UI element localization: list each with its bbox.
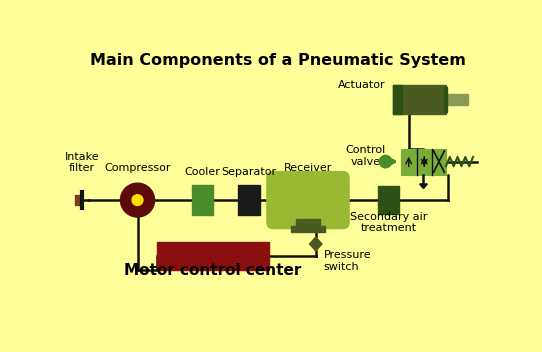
Bar bbox=[446, 94, 468, 105]
Circle shape bbox=[379, 156, 392, 168]
Text: Separator: Separator bbox=[222, 167, 276, 177]
Bar bbox=[75, 195, 82, 206]
Bar bbox=[378, 186, 399, 214]
Bar bbox=[444, 87, 447, 112]
Text: Actuator: Actuator bbox=[338, 80, 385, 90]
Text: Control
valve: Control valve bbox=[345, 145, 385, 167]
Bar bbox=[393, 84, 402, 114]
Bar bbox=[238, 186, 260, 215]
Text: Receiver: Receiver bbox=[284, 163, 332, 173]
Bar bbox=[295, 219, 320, 226]
Text: Compressor: Compressor bbox=[104, 163, 171, 173]
Text: Motor control center: Motor control center bbox=[124, 263, 301, 278]
Text: Secondary air
treatment: Secondary air treatment bbox=[350, 212, 427, 233]
Bar bbox=[157, 243, 269, 270]
Bar bbox=[291, 226, 325, 232]
Bar bbox=[393, 84, 446, 114]
Bar bbox=[192, 186, 214, 215]
Circle shape bbox=[132, 195, 143, 206]
Text: Intake
filter: Intake filter bbox=[64, 152, 99, 173]
Polygon shape bbox=[420, 184, 427, 189]
Circle shape bbox=[120, 183, 154, 217]
Text: Main Components of a Pneumatic System: Main Components of a Pneumatic System bbox=[90, 53, 466, 68]
Bar bbox=[401, 149, 446, 175]
Polygon shape bbox=[309, 237, 322, 251]
Text: Cooler: Cooler bbox=[185, 167, 221, 177]
FancyBboxPatch shape bbox=[267, 171, 349, 228]
Text: Pressure
switch: Pressure switch bbox=[324, 250, 371, 272]
